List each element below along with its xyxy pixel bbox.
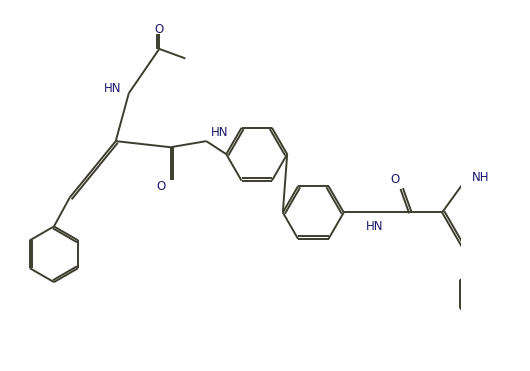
Text: HN: HN — [210, 126, 228, 139]
Text: HN: HN — [366, 220, 384, 233]
Text: O: O — [390, 173, 400, 186]
Text: HN: HN — [104, 82, 122, 95]
Text: NH: NH — [472, 171, 489, 184]
Text: O: O — [155, 23, 164, 36]
Text: O: O — [156, 180, 165, 193]
